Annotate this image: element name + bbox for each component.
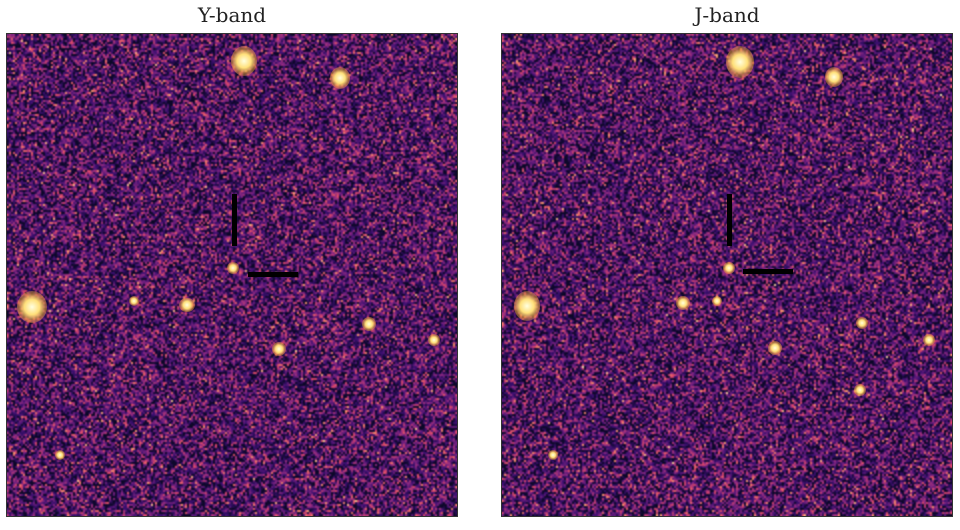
faint-source — [272, 342, 286, 356]
bright-source — [825, 67, 843, 87]
target-source — [723, 262, 735, 274]
faint-source — [129, 296, 139, 306]
faint-source — [362, 317, 376, 331]
faint-source — [179, 298, 195, 312]
faint-source — [712, 296, 722, 306]
faint-source — [55, 450, 65, 460]
faint-source — [428, 334, 440, 346]
vertical-marker — [727, 194, 732, 246]
faint-source — [854, 384, 866, 396]
bright-source — [231, 46, 257, 76]
horizontal-marker — [743, 269, 793, 274]
faint-source — [676, 296, 690, 310]
bright-source — [514, 291, 540, 321]
faint-source — [856, 317, 868, 329]
faint-source — [923, 334, 935, 346]
faint-source — [548, 450, 558, 460]
faint-source — [768, 341, 782, 355]
bright-source — [330, 67, 350, 89]
vertical-marker — [232, 194, 237, 246]
bright-source — [726, 46, 754, 78]
y-band-title: Y-band — [197, 3, 267, 27]
j-band-image — [501, 33, 953, 517]
j-band-noise-field — [502, 34, 952, 516]
bright-source — [17, 291, 47, 323]
j-band-title: J-band — [694, 3, 760, 27]
y-band-image — [6, 33, 458, 517]
y-band-noise-field — [7, 34, 457, 516]
horizontal-marker — [248, 272, 298, 277]
target-source — [227, 262, 239, 274]
